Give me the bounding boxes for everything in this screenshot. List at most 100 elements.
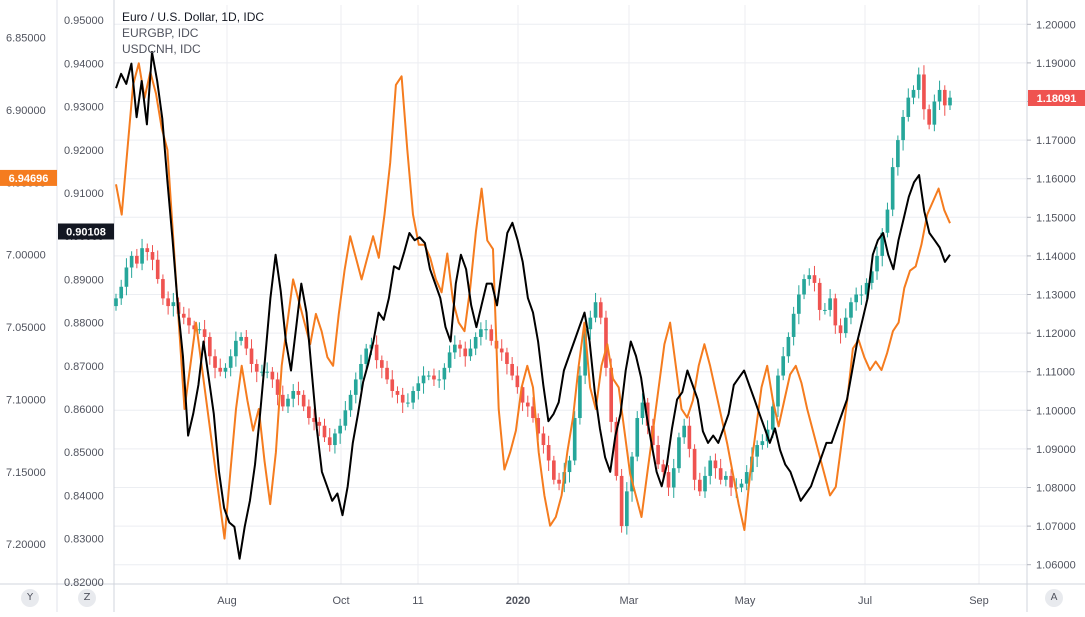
candle-body [843, 317, 848, 334]
candle-body [708, 460, 713, 476]
candle-body [447, 352, 452, 368]
candle-body [614, 421, 619, 476]
candle-body [520, 387, 525, 403]
price-tick-label: 7.05000 [6, 322, 46, 334]
candle-body [333, 433, 337, 446]
candle-body [557, 479, 561, 484]
last-price-labels: 1.18091 0.90108 6.94696 [0, 89, 1085, 240]
candle-body [671, 468, 676, 488]
candle-body [729, 475, 733, 488]
candle-body [619, 475, 624, 527]
right-axis-auto-button[interactable]: A [1045, 589, 1063, 607]
candle-body [552, 460, 556, 480]
candle-body [890, 167, 895, 210]
candle-body [286, 398, 290, 407]
candle-body [489, 329, 494, 341]
left-axis-scale-button[interactable]: Y [21, 589, 39, 607]
candle-body [359, 363, 363, 380]
candle-body [343, 410, 348, 426]
candle-body [546, 445, 551, 461]
candle-body [677, 437, 681, 469]
candle-body [875, 255, 879, 272]
candle-body [484, 329, 488, 331]
price-tick-label: 0.91000 [64, 188, 104, 200]
candle-body [479, 329, 483, 337]
candle-body [353, 379, 358, 395]
candle-body [228, 356, 233, 368]
candle-body [786, 336, 791, 357]
candle-body [739, 483, 744, 488]
eurusd-last-price-bg [1028, 89, 1085, 106]
price-tick-label: 0.84000 [64, 490, 104, 502]
price-tick-label: 0.82000 [64, 577, 104, 589]
price-tick-label: 0.86000 [64, 404, 104, 416]
candle-body [406, 402, 410, 404]
candle-body [150, 252, 155, 260]
legend-eurgbp[interactable]: EURGBP, IDC [122, 26, 199, 40]
legend-usdcnh[interactable]: USDCNH, IDC [122, 42, 201, 56]
candle-body [625, 491, 629, 527]
candle-body [473, 336, 478, 349]
price-tick-label: 6.85000 [6, 33, 46, 45]
candle-body [583, 329, 587, 376]
price-tick-label: 1.08000 [1036, 483, 1076, 495]
candle-body [598, 302, 603, 318]
candle-body [682, 425, 686, 438]
candle-body [239, 336, 243, 341]
candle-body [687, 425, 692, 449]
candle-body [421, 375, 426, 384]
candle-body [755, 445, 759, 457]
left-axis-2-scale-button[interactable]: Z [78, 589, 96, 607]
candle-body [254, 363, 259, 372]
eurusd-candles [114, 65, 952, 535]
candle-body [932, 101, 937, 125]
candle-body [823, 309, 827, 311]
candle-body [630, 456, 634, 492]
candle-body [416, 383, 421, 391]
usdcnh-last-price: 6.94696 [9, 173, 49, 185]
candle-body [458, 344, 462, 349]
price-tick-label: 1.17000 [1036, 135, 1076, 147]
price-tick-label: 0.93000 [64, 102, 104, 114]
price-tick-label: 1.07000 [1036, 521, 1076, 533]
candle-body [307, 406, 311, 419]
candle-body [911, 89, 916, 98]
candle-body [797, 294, 801, 314]
candle-body [338, 425, 342, 434]
candle-body [114, 298, 118, 307]
candle-body [942, 89, 947, 106]
candle-body [280, 394, 285, 407]
candle-body [525, 402, 530, 407]
candle-body [129, 255, 134, 268]
candle-body [609, 367, 614, 422]
price-tick-label: 7.00000 [6, 250, 46, 262]
candle-body [364, 348, 369, 364]
candle-body [703, 475, 707, 492]
candle-body [937, 89, 942, 102]
candle-body [181, 313, 186, 318]
candle-body [572, 418, 577, 461]
price-tick-label: 6.90000 [6, 105, 46, 117]
candle-body [234, 340, 238, 357]
candle-body [452, 344, 457, 353]
candle-body [906, 97, 911, 117]
eurgbp-last-price: 0.90108 [66, 227, 106, 239]
candle-body [578, 375, 582, 419]
time-axis[interactable]: Aug Oct 11 2020 Mar May Jul Sep [217, 595, 989, 607]
candle-body [411, 391, 415, 403]
candle-body [260, 371, 264, 373]
candle-body [666, 472, 671, 488]
candle-body [249, 348, 254, 364]
candle-body [588, 317, 593, 330]
eurgbp-price-axis[interactable]: 0.950000.940000.930000.920000.910000.900… [64, 15, 104, 589]
candle-body [270, 371, 275, 380]
candle-body [604, 317, 608, 368]
price-tick-label: 1.12000 [1036, 328, 1076, 340]
legend-main-symbol[interactable]: Euro / U.S. Dollar, 1D, IDC [122, 10, 265, 24]
candle-body [275, 379, 280, 395]
candle-body [213, 356, 217, 368]
price-tick-label: 7.10000 [6, 394, 46, 406]
candle-body [807, 275, 812, 280]
